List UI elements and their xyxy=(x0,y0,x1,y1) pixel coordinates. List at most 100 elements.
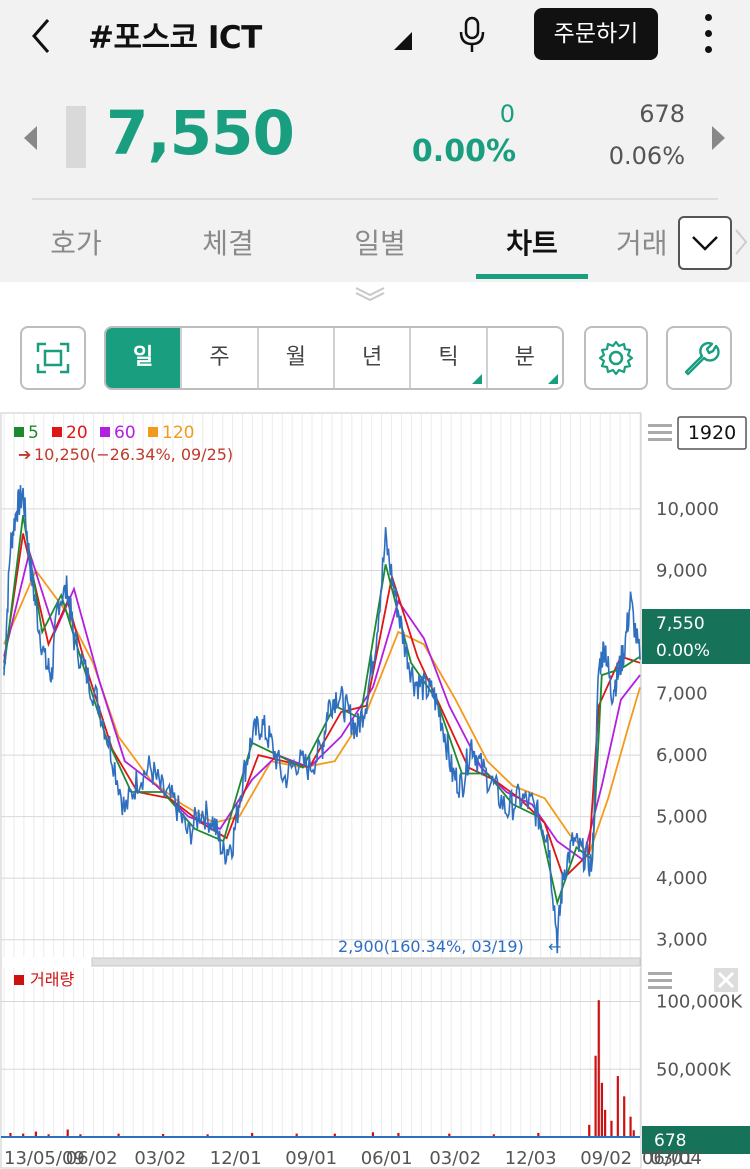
volume-close-icon xyxy=(714,968,738,992)
volume-pct: 0.06% xyxy=(608,142,685,170)
period-month[interactable]: 월 xyxy=(259,328,335,388)
volume-bar xyxy=(604,1109,607,1137)
volume-bar xyxy=(79,1134,82,1137)
volume-tick-label: 100,000K xyxy=(656,992,743,1013)
active-tab-underline xyxy=(476,274,588,279)
price-tick-label: 10,000 xyxy=(656,499,719,520)
volume-tag xyxy=(642,1126,750,1154)
volume-bar xyxy=(492,1134,495,1137)
volume-title: 거래량 xyxy=(30,970,74,989)
top-panel: #포스코 ICT 주문하기 7,550 0 0.00% 678 0.06% 호가… xyxy=(0,0,750,282)
price-chart[interactable]: 10,000 9,000 7,000 6,000 5,000 4,000 3,000 5 20… xyxy=(0,412,750,1169)
price-tick-label: 3,000 xyxy=(656,930,708,951)
mic-icon[interactable] xyxy=(456,14,488,54)
current-price-tag xyxy=(642,609,750,664)
low-note: 2,900(160.34%, 03/19) xyxy=(338,937,524,956)
price-tick-label: 9,000 xyxy=(656,560,708,581)
ma-line-60 xyxy=(3,548,641,862)
fullscreen-icon xyxy=(36,342,70,374)
back-icon[interactable] xyxy=(24,14,64,58)
wrench-icon xyxy=(684,341,720,376)
period-tick[interactable]: 틱 xyxy=(411,328,488,388)
divider xyxy=(32,198,718,200)
settings-button[interactable] xyxy=(584,326,648,390)
price-tick-label: 4,000 xyxy=(656,868,708,889)
volume-bar xyxy=(34,1131,37,1137)
date-tick-label: 06/01 xyxy=(361,1148,413,1169)
tab-daily[interactable]: 일별 xyxy=(354,227,406,260)
volume-bar xyxy=(610,1120,613,1137)
current-price-tag-price: 7,550 xyxy=(656,614,705,634)
order-button[interactable]: 주문하기 xyxy=(534,8,658,60)
volume-bar xyxy=(588,1124,591,1137)
stock-title[interactable]: #포스코 ICT xyxy=(88,20,262,56)
legend-swatch-5 xyxy=(14,427,24,437)
more-icon[interactable] xyxy=(698,14,718,58)
volume-bar xyxy=(9,1132,12,1137)
volume-bar xyxy=(371,1132,375,1137)
price-change-pct: 0.00% xyxy=(411,134,516,169)
period-year[interactable]: 년 xyxy=(335,328,412,388)
prev-stock-icon[interactable] xyxy=(24,126,37,150)
volume-bar xyxy=(47,1134,50,1137)
date-tick-label: 13/05/09 xyxy=(4,1148,85,1169)
volume-bar xyxy=(629,1116,632,1137)
date-tick-label: 12/01 xyxy=(210,1148,262,1169)
volume-bar xyxy=(206,1134,209,1137)
tab-dropdown-button[interactable] xyxy=(678,216,732,270)
volume-bar xyxy=(597,1000,600,1137)
ma-line-20 xyxy=(3,533,641,880)
legend-label-60: 60 xyxy=(114,423,136,443)
gear-icon xyxy=(598,340,634,376)
volume-bar xyxy=(594,1055,597,1137)
volume-bar xyxy=(616,1076,619,1137)
current-price: 7,550 xyxy=(106,98,295,169)
title-dropdown-icon[interactable] xyxy=(394,32,412,50)
volume-bar xyxy=(22,1133,25,1137)
period-week[interactable]: 주 xyxy=(182,328,259,388)
legend-label-5: 5 xyxy=(28,423,39,443)
volume-value: 678 xyxy=(639,100,685,128)
next-stock-icon[interactable] xyxy=(712,126,725,150)
fullscreen-button[interactable] xyxy=(20,326,86,390)
price-marker xyxy=(66,106,86,168)
volume-bar xyxy=(295,1133,298,1137)
period-selector: 일 주 월 년 틱 분 xyxy=(104,326,564,390)
volume-bar xyxy=(117,1133,120,1137)
chart-panel-top xyxy=(0,282,750,308)
volume-bar xyxy=(600,1082,604,1137)
legend-swatch-120 xyxy=(148,427,158,437)
tab-chart[interactable]: 차트 xyxy=(506,227,558,260)
price-tick-label: 6,000 xyxy=(656,745,708,766)
date-tick-label: 03/04 xyxy=(650,1148,702,1169)
submenu-marker-icon xyxy=(471,374,482,384)
volume-bar xyxy=(632,1130,635,1137)
volume-bar xyxy=(333,1133,336,1137)
tools-button[interactable] xyxy=(666,326,732,390)
current-price-tag-pct: 0.00% xyxy=(656,641,710,661)
volume-legend-swatch xyxy=(14,975,24,985)
volume-bar xyxy=(66,1129,69,1137)
drag-handle-icon[interactable] xyxy=(352,284,388,302)
tab-execution[interactable]: 체결 xyxy=(202,227,254,260)
date-tick-label: 09/01 xyxy=(285,1148,337,1169)
tab-hoga[interactable]: 호가 xyxy=(50,227,102,260)
volume-tick-label: 50,000K xyxy=(656,1059,732,1080)
bar-count: 1920 xyxy=(688,422,736,444)
tab-more[interactable]: 거래 xyxy=(616,227,668,260)
volume-bar xyxy=(623,1096,626,1137)
period-minute[interactable]: 분 xyxy=(488,328,562,388)
high-note: 10,250(−26.34%, 09/25) xyxy=(34,445,233,464)
pane-splitter xyxy=(91,957,641,967)
chart-area[interactable]: 10,000 9,000 7,000 6,000 5,000 4,000 3,000 5 20… xyxy=(0,412,750,1169)
chevron-right-icon xyxy=(735,229,748,255)
date-tick-label: 03/02 xyxy=(134,1148,186,1169)
bar-count-box xyxy=(677,416,747,450)
volume-tag-value: 678 xyxy=(654,1131,686,1151)
period-day[interactable]: 일 xyxy=(106,328,183,388)
price-menu-icon xyxy=(648,424,672,441)
date-tick-label: 03/02 xyxy=(429,1148,481,1169)
volume-bar xyxy=(397,1132,400,1137)
date-tick-label: 09/02 xyxy=(580,1148,632,1169)
legend-label-20: 20 xyxy=(66,423,88,443)
